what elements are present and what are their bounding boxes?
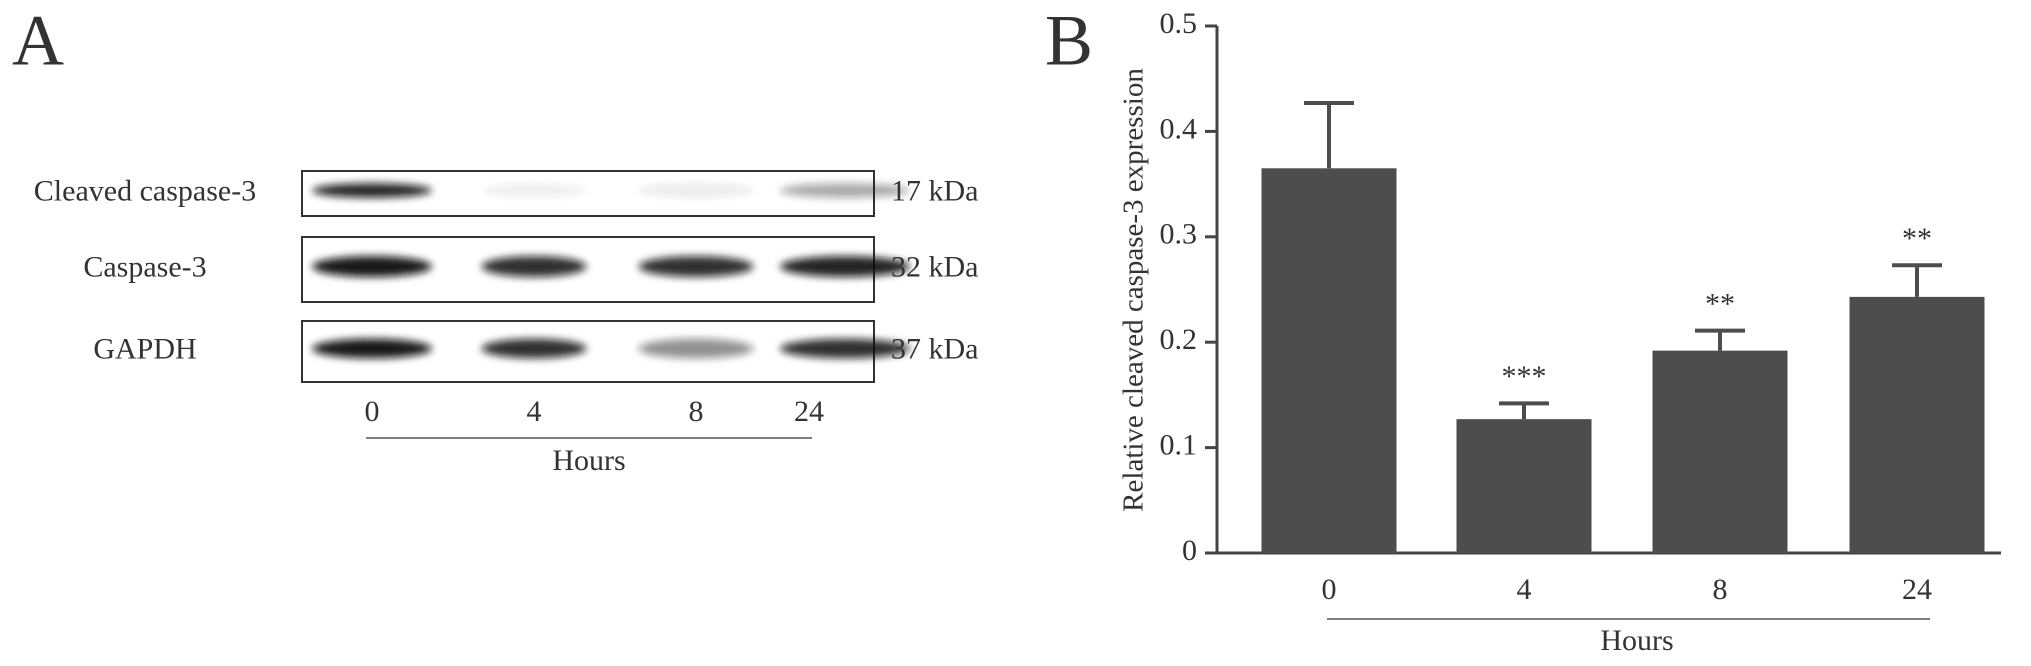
y-tick-label: 0.5 xyxy=(1160,7,1198,40)
lane-label: 24 xyxy=(794,395,824,428)
y-tick-label: 0.1 xyxy=(1160,428,1198,461)
bar xyxy=(1261,168,1397,554)
x-axis-title: Hours xyxy=(1600,624,1673,657)
lane-label: 8 xyxy=(689,395,704,428)
band xyxy=(780,256,910,277)
lane-label: 0 xyxy=(365,395,380,428)
size-label: 32 kDa xyxy=(891,250,978,283)
y-tick-label: 0 xyxy=(1182,534,1197,567)
bar xyxy=(1849,296,1985,553)
band xyxy=(481,183,587,198)
size-label: 37 kDa xyxy=(891,332,978,365)
x-tick-label: 0 xyxy=(1322,573,1337,606)
x-axis-title: Hours xyxy=(552,444,625,477)
y-tick-label: 0.3 xyxy=(1160,218,1198,251)
bar xyxy=(1652,350,1788,553)
row-label: GAPDH xyxy=(93,332,196,365)
bar-chart: 0 0.1 0.2 0.3 0.4 0.5 Relative cleaved caspase… xyxy=(1118,7,2001,657)
band xyxy=(638,338,754,359)
band xyxy=(780,183,910,198)
row-label: Cleaved caspase-3 xyxy=(34,174,256,207)
band xyxy=(780,338,910,359)
y-axis-title: Relative cleaved caspase-3 expression xyxy=(1118,68,1150,512)
row-label: Caspase-3 xyxy=(83,250,206,283)
band xyxy=(312,338,432,359)
band xyxy=(481,338,587,359)
y-tick-label: 0.4 xyxy=(1160,112,1198,145)
significance: ** xyxy=(1705,287,1735,320)
lane-label: 4 xyxy=(527,395,542,428)
band xyxy=(638,183,754,198)
band xyxy=(312,256,432,277)
band xyxy=(638,256,754,277)
x-tick-label: 24 xyxy=(1902,573,1932,606)
panel-label: A xyxy=(12,1,64,81)
y-tick-label: 0.2 xyxy=(1160,323,1198,356)
x-tick-label: 4 xyxy=(1517,573,1532,606)
band xyxy=(312,183,432,198)
significance: *** xyxy=(1502,360,1547,393)
significance: ** xyxy=(1902,222,1932,255)
size-label: 17 kDa xyxy=(891,174,978,207)
bar xyxy=(1456,419,1592,553)
western-blot: Cleaved caspase-3 17 kDa Caspase-3 32 kDa GA… xyxy=(34,170,978,477)
x-tick-label: 8 xyxy=(1713,573,1728,606)
band xyxy=(481,256,587,277)
panel-label: B xyxy=(1045,1,1093,81)
